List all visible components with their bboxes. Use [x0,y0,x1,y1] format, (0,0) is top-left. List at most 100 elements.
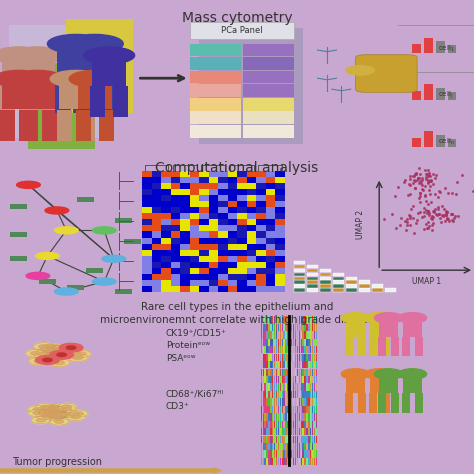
FancyBboxPatch shape [287,324,289,331]
Point [418,176,425,183]
FancyBboxPatch shape [301,406,302,413]
FancyBboxPatch shape [264,383,266,391]
Circle shape [36,403,55,410]
FancyBboxPatch shape [304,443,306,450]
FancyBboxPatch shape [264,324,266,331]
Circle shape [71,415,81,419]
FancyBboxPatch shape [302,383,304,391]
FancyBboxPatch shape [270,428,272,436]
Circle shape [34,359,45,363]
FancyBboxPatch shape [295,391,296,398]
FancyBboxPatch shape [308,316,310,324]
Circle shape [341,369,370,379]
Text: Rare cell types in the epithelium and
microenvironemnt correlate with high grade: Rare cell types in the epithelium and mi… [100,302,374,325]
FancyBboxPatch shape [369,393,377,412]
FancyBboxPatch shape [268,450,270,458]
FancyBboxPatch shape [283,398,285,406]
Circle shape [55,353,65,357]
FancyBboxPatch shape [280,458,281,465]
FancyBboxPatch shape [278,354,279,361]
Point [441,218,449,225]
FancyBboxPatch shape [310,443,311,450]
Circle shape [40,355,50,358]
Point [438,202,446,210]
Circle shape [65,353,76,356]
FancyBboxPatch shape [268,428,270,436]
FancyBboxPatch shape [306,331,308,338]
FancyBboxPatch shape [295,376,296,383]
FancyBboxPatch shape [266,376,268,383]
FancyBboxPatch shape [302,339,304,346]
Circle shape [53,414,62,418]
FancyBboxPatch shape [274,421,275,428]
FancyBboxPatch shape [297,436,298,443]
FancyBboxPatch shape [272,436,273,443]
FancyBboxPatch shape [306,368,308,376]
Point [412,170,420,177]
Point [419,182,426,189]
Point [431,174,438,182]
FancyBboxPatch shape [346,284,356,288]
Circle shape [66,346,76,349]
Circle shape [74,412,83,415]
Circle shape [41,414,51,418]
Circle shape [48,412,67,419]
Point [422,173,430,181]
FancyBboxPatch shape [320,288,331,292]
FancyBboxPatch shape [359,281,370,283]
FancyBboxPatch shape [261,428,262,436]
Text: Computational analysis: Computational analysis [155,161,319,175]
FancyBboxPatch shape [314,324,315,331]
FancyBboxPatch shape [308,339,310,346]
FancyBboxPatch shape [304,376,306,383]
FancyBboxPatch shape [297,354,298,361]
FancyBboxPatch shape [274,339,275,346]
Circle shape [40,405,50,409]
FancyBboxPatch shape [314,339,315,346]
FancyBboxPatch shape [291,346,292,354]
FancyBboxPatch shape [285,450,287,458]
FancyBboxPatch shape [346,376,365,393]
FancyBboxPatch shape [310,376,311,383]
FancyBboxPatch shape [359,284,370,288]
Point [420,204,428,212]
FancyBboxPatch shape [301,428,302,436]
FancyArrow shape [0,467,223,474]
Circle shape [36,356,59,365]
FancyBboxPatch shape [297,383,298,391]
Point [396,221,403,229]
FancyBboxPatch shape [266,428,268,436]
FancyBboxPatch shape [308,428,310,436]
Point [442,210,449,217]
Point [443,214,450,222]
Circle shape [60,351,81,358]
FancyBboxPatch shape [285,458,287,465]
Point [422,197,429,204]
Circle shape [43,411,53,414]
FancyBboxPatch shape [261,316,262,324]
Point [443,211,450,219]
Point [425,207,432,215]
FancyBboxPatch shape [299,346,300,354]
FancyBboxPatch shape [291,443,292,450]
Circle shape [43,405,62,411]
Circle shape [46,351,67,359]
FancyBboxPatch shape [266,368,268,376]
FancyBboxPatch shape [266,339,268,346]
FancyBboxPatch shape [302,443,304,450]
FancyBboxPatch shape [310,406,311,413]
Point [429,180,437,188]
Point [429,213,437,221]
FancyBboxPatch shape [113,86,128,117]
FancyBboxPatch shape [287,376,289,383]
FancyBboxPatch shape [276,346,277,354]
FancyBboxPatch shape [285,413,287,420]
FancyBboxPatch shape [304,458,306,465]
FancyBboxPatch shape [307,273,318,276]
FancyBboxPatch shape [280,450,281,458]
FancyBboxPatch shape [272,458,273,465]
FancyBboxPatch shape [266,316,268,324]
FancyBboxPatch shape [314,368,315,376]
FancyBboxPatch shape [301,316,302,324]
FancyBboxPatch shape [289,339,291,346]
